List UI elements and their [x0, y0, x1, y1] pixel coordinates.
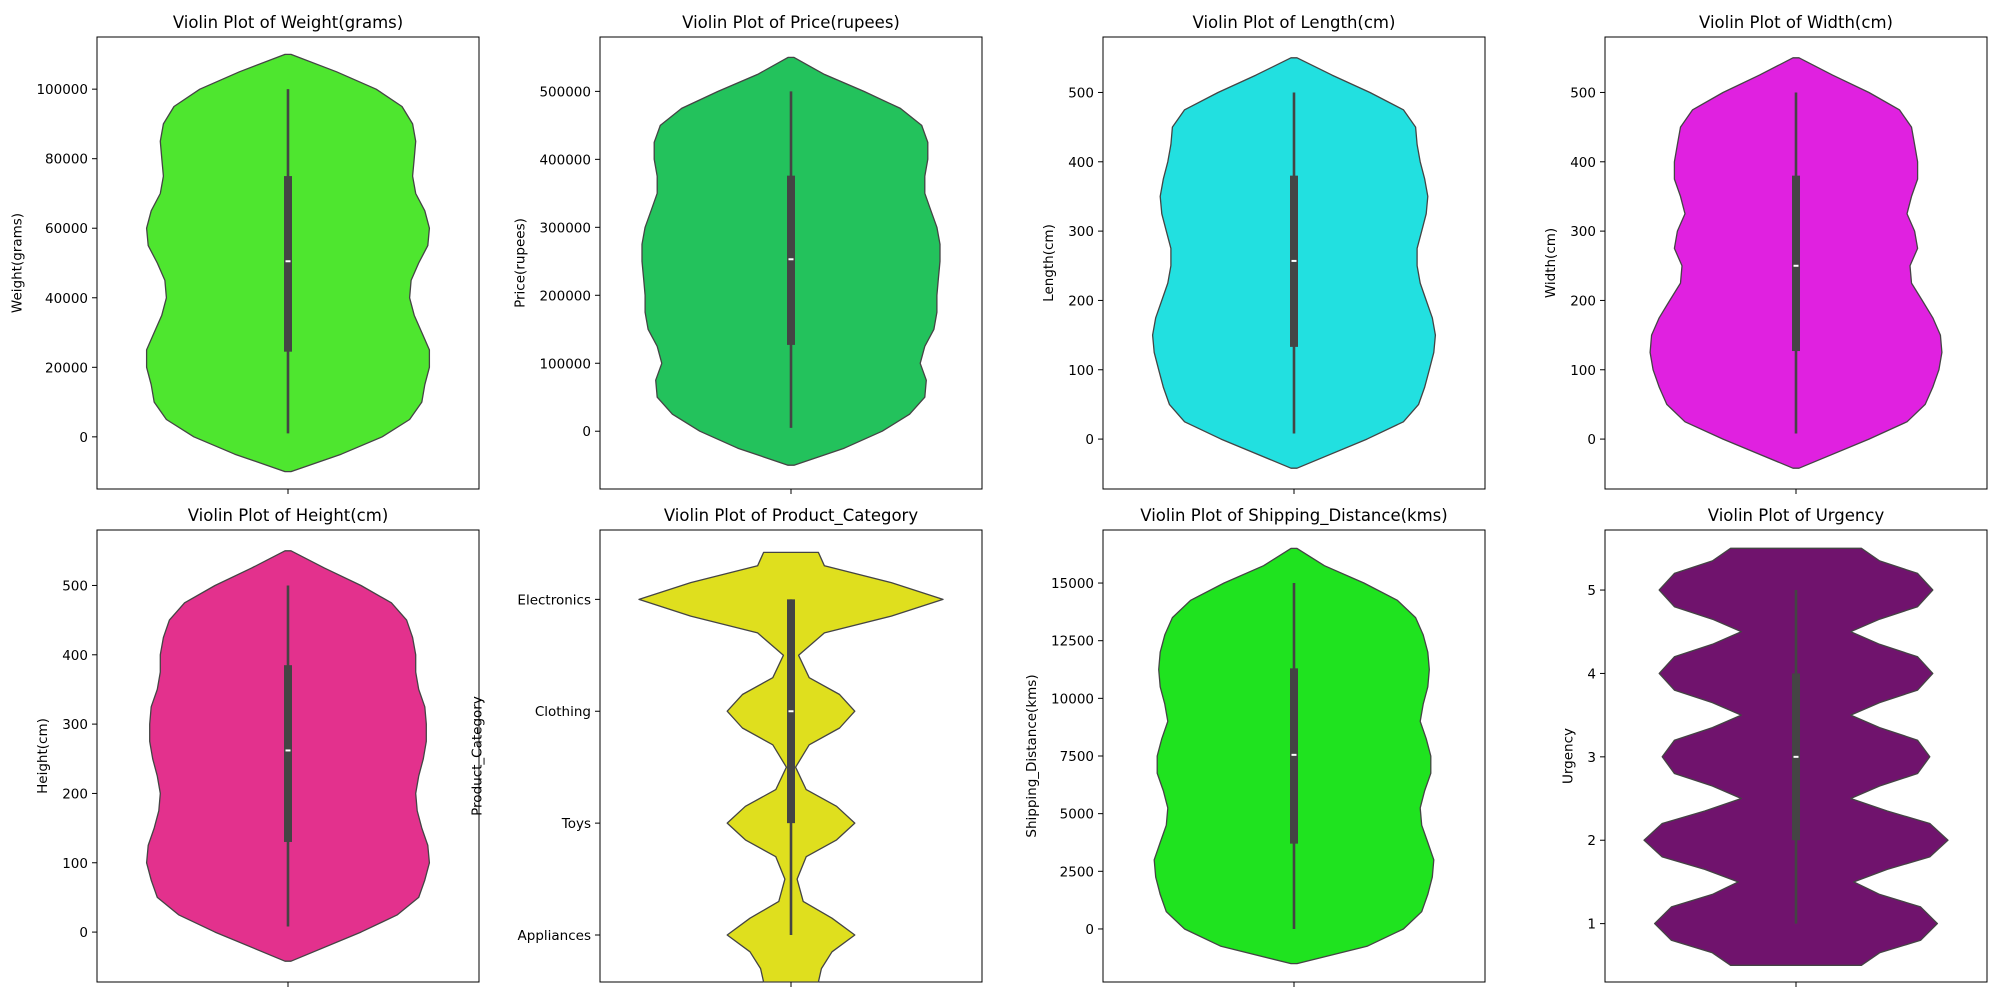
y-axis-label: Price(rupees): [512, 218, 528, 308]
y-tick-label: 400: [62, 648, 88, 664]
chart-title: Violin Plot of Width(cm): [1699, 13, 1893, 32]
y-axis-label: Width(cm): [1543, 228, 1559, 298]
y-tick-label: 400: [1570, 155, 1596, 171]
y-tick-label: 400: [1068, 155, 1094, 171]
y-tick-label: 100: [62, 856, 88, 872]
y-tick-label: 300000: [539, 220, 591, 236]
y-axis-label: Height(cm): [35, 718, 51, 794]
y-tick-label: 100: [1570, 363, 1596, 379]
iqr-box: [1792, 175, 1800, 352]
violin-chart-2: 0 100000 200000 300000 400000 500000 Violin Pl…: [512, 13, 983, 494]
y-tick-label: 15000: [1051, 576, 1094, 592]
chart-title: Violin Plot of Height(cm): [188, 506, 389, 525]
violin-chart-1: 0 20000 40000 60000 80000 100000 Violin Plot o…: [9, 13, 480, 494]
violin-chart-8: 1 2 3 4 5 Violin Plot of Urgency Urgency: [1560, 506, 1988, 987]
y-tick-label: 80000: [45, 152, 88, 168]
y-tick-label: 4: [1587, 666, 1596, 682]
violin-chart-4: 0 100 200 300 400 500 Violin Plot of Width(cm)…: [1543, 13, 1988, 494]
y-tick-label: 300: [1068, 224, 1094, 240]
violin-chart-3: 0 100 200 300 400 500 Violin Plot of Length(cm…: [1041, 13, 1486, 494]
y-tick-label: 10000: [1051, 691, 1094, 707]
y-tick-label: 100: [1068, 363, 1094, 379]
iqr-box: [1290, 668, 1298, 844]
y-tick-label: 3: [1587, 750, 1596, 766]
y-tick-label: Toys: [561, 816, 591, 832]
iqr-box: [787, 175, 795, 345]
y-tick-label: 500000: [539, 84, 591, 100]
chart-title: Violin Plot of Product_Category: [664, 506, 918, 526]
chart-title: Violin Plot of Price(rupees): [682, 13, 900, 32]
y-tick-label: 200: [62, 786, 88, 802]
y-axis-label: Urgency: [1560, 728, 1576, 784]
y-axis-label: Product_Category: [469, 696, 485, 816]
y-tick-label: 0: [582, 424, 591, 440]
y-tick-label: 2500: [1060, 864, 1094, 880]
violin-chart-6: Appliances Toys Clothing Electronics Violin …: [469, 506, 983, 987]
violin-chart-7: 0 2500 5000 7500 10000 12500 15000 Violin Plot …: [1024, 506, 1486, 987]
y-tick-label: 0: [1085, 922, 1094, 938]
y-tick-label: 5: [1587, 583, 1596, 599]
y-tick-label: 300: [62, 717, 88, 733]
chart-title: Violin Plot of Weight(grams): [173, 13, 403, 32]
iqr-box: [284, 665, 292, 842]
iqr-box: [284, 176, 292, 352]
y-tick-label: 20000: [45, 360, 88, 376]
y-tick-label: 200: [1068, 293, 1094, 309]
y-tick-label: Appliances: [518, 928, 591, 944]
y-tick-label: 300: [1570, 224, 1596, 240]
y-axis-label: Shipping_Distance(kms): [1024, 674, 1040, 837]
y-tick-label: 2: [1587, 833, 1596, 849]
y-tick-label: 100000: [36, 82, 88, 98]
y-tick-label: 40000: [45, 291, 88, 307]
y-tick-label: 0: [1085, 432, 1094, 448]
y-axis-label: Weight(grams): [9, 213, 25, 313]
y-tick-label: 0: [1587, 432, 1596, 448]
y-tick-label: 7500: [1060, 749, 1094, 765]
y-tick-label: 0: [79, 430, 88, 446]
y-tick-label: 60000: [45, 221, 88, 237]
y-tick-label: 500: [62, 578, 88, 594]
chart-title: Violin Plot of Shipping_Distance(kms): [1140, 506, 1447, 526]
y-tick-label: 1: [1587, 917, 1596, 933]
chart-title: Violin Plot of Length(cm): [1193, 13, 1396, 32]
y-tick-label: 12500: [1051, 634, 1094, 650]
violin-chart-5: 0 100 200 300 400 500 Violin Plot of Height(cm…: [35, 506, 480, 987]
chart-title: Violin Plot of Urgency: [1708, 506, 1885, 525]
y-tick-label: 200000: [539, 288, 591, 304]
y-tick-label: 500: [1570, 85, 1596, 101]
y-tick-label: 400000: [539, 152, 591, 168]
y-tick-label: 0: [79, 925, 88, 941]
y-tick-label: Electronics: [517, 592, 591, 608]
y-axis-label: Length(cm): [1041, 224, 1057, 302]
y-tick-label: Clothing: [535, 704, 591, 720]
y-tick-label: 200: [1570, 293, 1596, 309]
y-tick-label: 500: [1068, 85, 1094, 101]
y-tick-label: 5000: [1060, 807, 1094, 823]
y-tick-label: 100000: [539, 356, 591, 372]
